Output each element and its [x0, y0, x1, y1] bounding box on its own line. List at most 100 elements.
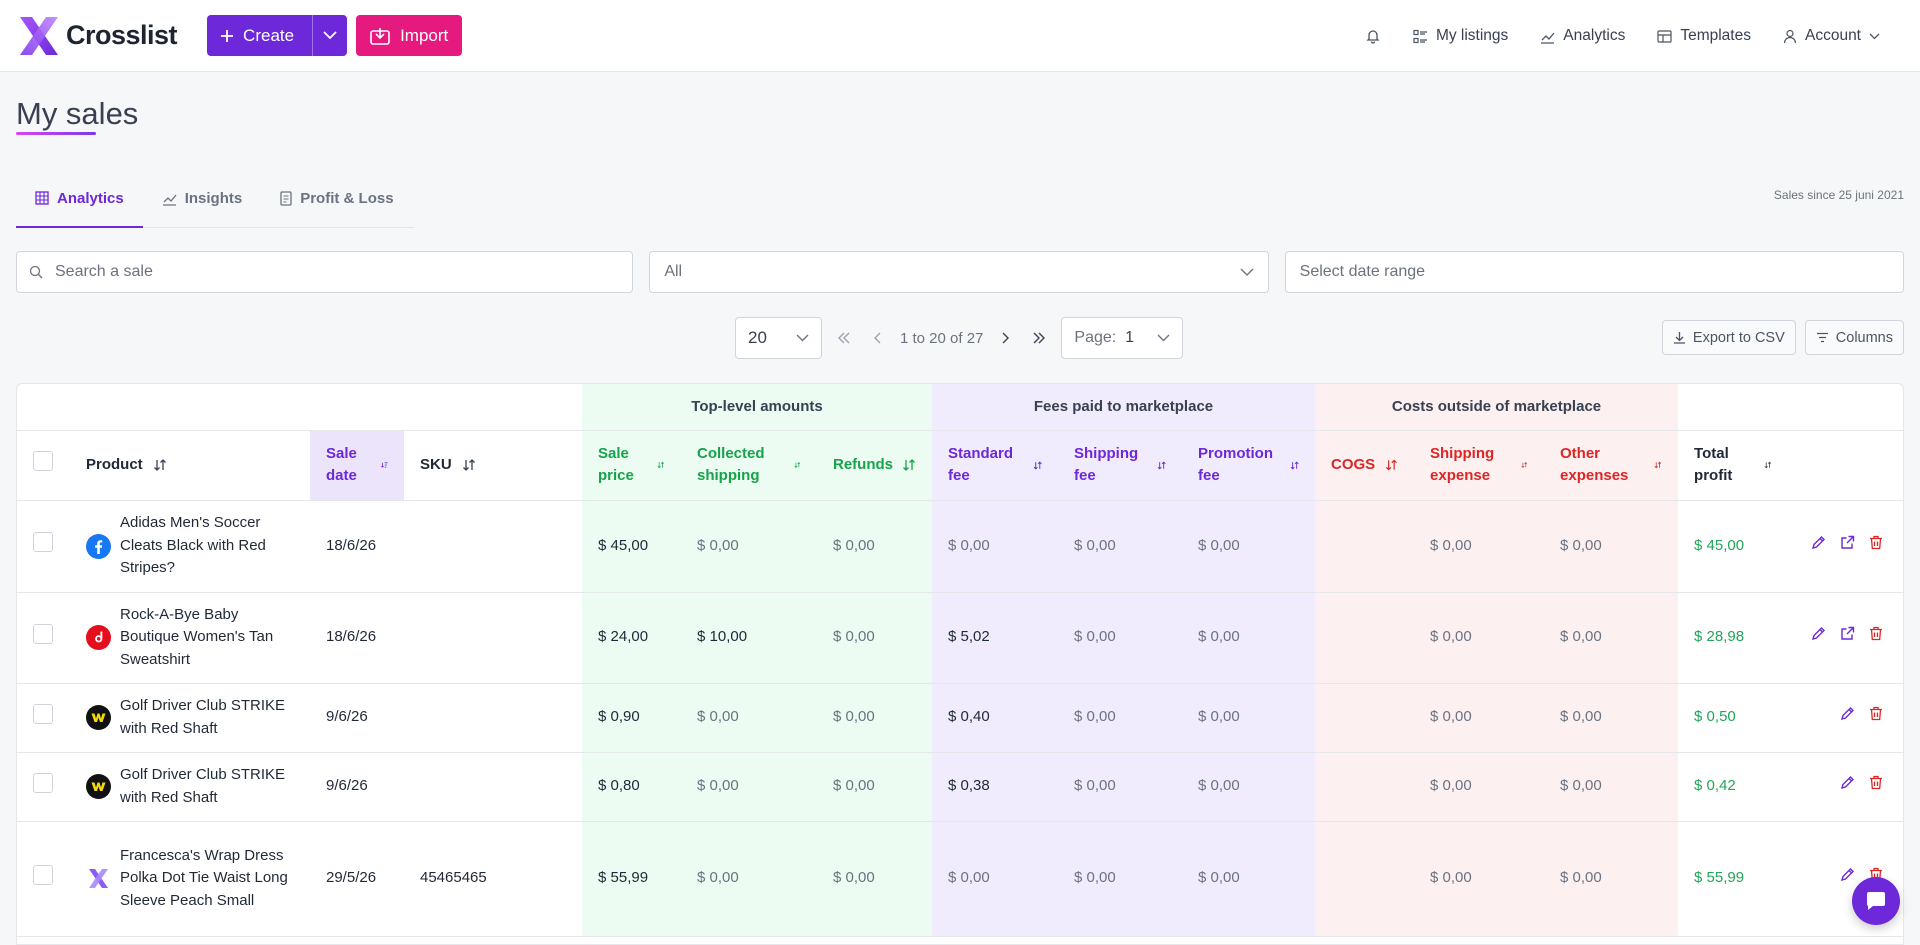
- total-profit-cell: $ 0,42: [1678, 752, 1789, 822]
- first-page-button[interactable]: [832, 326, 856, 350]
- trash-icon[interactable]: [1869, 535, 1883, 550]
- product-cell[interactable]: Rock-A-Bye Baby Boutique Women's Tan Swe…: [70, 592, 310, 684]
- import-button[interactable]: Import: [356, 15, 463, 56]
- col-shipping-expense[interactable]: Shipping expense: [1414, 430, 1545, 501]
- row-checkbox[interactable]: [33, 703, 53, 724]
- col-cogs[interactable]: COGS: [1315, 430, 1415, 501]
- chat-button[interactable]: [1852, 877, 1900, 925]
- nav-account[interactable]: Account: [1783, 27, 1880, 45]
- product-cell[interactable]: Adidas Men's Soccer Cleats Black with Re…: [70, 500, 310, 593]
- group-header-row: Top-level amounts Fees paid to marketpla…: [17, 384, 1903, 431]
- delete-button[interactable]: [1869, 775, 1883, 798]
- prev-page-button[interactable]: [866, 326, 890, 350]
- row-select-cell: [17, 500, 70, 593]
- col-total-profit[interactable]: Total profit: [1678, 430, 1789, 501]
- col-other-expenses[interactable]: Other expenses: [1544, 430, 1679, 501]
- open-listing-button[interactable]: [1840, 626, 1855, 649]
- trash-icon[interactable]: [1869, 626, 1883, 641]
- sale-price-cell: $ 45,00: [582, 500, 681, 593]
- col-product[interactable]: Product: [70, 430, 310, 501]
- last-page-button[interactable]: [1027, 326, 1051, 350]
- next-page-button[interactable]: [993, 326, 1017, 350]
- date-range-input[interactable]: [1299, 263, 1889, 281]
- tab-insights[interactable]: Insights: [143, 170, 262, 227]
- collected-shipping-cell: $ 0,00: [681, 821, 817, 937]
- external-link-icon[interactable]: [1840, 535, 1855, 550]
- table-row[interactable]: Golf Driver Club STRIKE with Red Shaft 9/…: [17, 683, 1903, 753]
- page-size-select[interactable]: 20: [735, 317, 822, 359]
- create-button[interactable]: Create: [207, 15, 314, 56]
- row-checkbox[interactable]: [33, 623, 53, 644]
- col-shipping-fee[interactable]: Shipping fee: [1058, 430, 1183, 501]
- col-sale-price[interactable]: Sale price: [582, 430, 681, 501]
- col-sku[interactable]: SKU: [404, 430, 582, 501]
- edit-button[interactable]: [1840, 775, 1855, 798]
- cogs-cell[interactable]: [1315, 500, 1415, 593]
- sku-cell: [404, 500, 582, 593]
- table-row[interactable]: Adidas Men's Soccer Cleats Black with Re…: [17, 500, 1903, 593]
- edit-button[interactable]: [1840, 867, 1855, 890]
- create-dropdown-button[interactable]: [313, 15, 347, 56]
- page-select[interactable]: Page: 1: [1061, 317, 1184, 359]
- column-header-row: Product Sale date SKU Sale price Collect…: [17, 430, 1903, 501]
- row-checkbox[interactable]: [33, 532, 53, 553]
- edit-icon[interactable]: [1840, 706, 1855, 721]
- tab-profit-loss[interactable]: Profit & Loss: [261, 170, 412, 227]
- columns-button[interactable]: Columns: [1804, 320, 1904, 355]
- sale-date-cell: 18/6/26: [310, 500, 404, 593]
- table-row[interactable]: Golf Driver Club STRIKE with Red Shaft 9/…: [17, 752, 1903, 822]
- col-collected-shipping[interactable]: Collected shipping: [681, 430, 817, 501]
- standard-fee-cell: $ 0,00: [932, 500, 1059, 593]
- col-sale-date[interactable]: Sale date: [310, 430, 404, 501]
- edit-button[interactable]: [1811, 535, 1826, 558]
- chevron-right-icon: [1002, 332, 1010, 344]
- marketplace-select[interactable]: All: [649, 251, 1269, 293]
- trash-icon[interactable]: [1869, 775, 1883, 790]
- edit-button[interactable]: [1840, 706, 1855, 729]
- edit-icon[interactable]: [1811, 626, 1826, 641]
- cogs-cell[interactable]: [1315, 821, 1415, 937]
- col-refunds[interactable]: Refunds: [817, 430, 933, 501]
- edit-icon[interactable]: [1811, 535, 1826, 550]
- col-label: COGS: [1331, 455, 1376, 473]
- search-input[interactable]: [55, 263, 619, 281]
- select-all-checkbox[interactable]: [33, 451, 53, 472]
- download-icon: [1673, 332, 1685, 344]
- collected-shipping-cell: $ 0,00: [681, 752, 817, 822]
- external-link-icon[interactable]: [1840, 626, 1855, 641]
- table-row[interactable]: Rock-A-Bye Baby Boutique Women's Tan Swe…: [17, 592, 1903, 684]
- row-checkbox[interactable]: [33, 772, 53, 793]
- refunds-cell: $ 0,00: [817, 683, 933, 753]
- logo[interactable]: Crosslist: [16, 13, 178, 59]
- table-row[interactable]: Francesca's Wrap Dress Polka Dot Tie Wai…: [17, 821, 1903, 937]
- top-nav: My listings Analytics Templates Account: [1365, 0, 1880, 72]
- col-actions: [1788, 430, 1903, 501]
- edit-button[interactable]: [1811, 626, 1826, 649]
- export-csv-button[interactable]: Export to CSV: [1661, 320, 1796, 355]
- crosslist-logo-icon: [20, 16, 58, 55]
- cogs-cell[interactable]: [1315, 683, 1415, 753]
- product-cell[interactable]: Golf Driver Club STRIKE with Red Shaft: [70, 752, 310, 822]
- trash-icon[interactable]: [1869, 706, 1883, 721]
- tab-label: Insights: [184, 190, 243, 207]
- cogs-cell[interactable]: [1315, 592, 1415, 684]
- delete-button[interactable]: [1869, 706, 1883, 729]
- product-cell[interactable]: Francesca's Wrap Dress Polka Dot Tie Wai…: [70, 821, 310, 937]
- open-listing-button[interactable]: [1840, 535, 1855, 558]
- edit-icon[interactable]: [1840, 775, 1855, 790]
- edit-icon[interactable]: [1840, 867, 1855, 882]
- col-standard-fee[interactable]: Standard fee: [932, 430, 1059, 501]
- delete-button[interactable]: [1869, 626, 1883, 649]
- delete-button[interactable]: [1869, 535, 1883, 558]
- cogs-cell[interactable]: [1315, 752, 1415, 822]
- tab-analytics[interactable]: Analytics: [16, 170, 143, 228]
- product-cell[interactable]: Golf Driver Club STRIKE with Red Shaft: [70, 683, 310, 753]
- nav-analytics[interactable]: Analytics: [1540, 27, 1625, 45]
- nav-templates[interactable]: Templates: [1657, 27, 1751, 45]
- notifications-button[interactable]: [1365, 28, 1381, 44]
- shipping-fee-cell: $ 0,00: [1058, 500, 1183, 593]
- row-checkbox[interactable]: [33, 864, 53, 885]
- other-expenses-cell: $ 0,00: [1544, 683, 1679, 753]
- col-promotion-fee[interactable]: Promotion fee: [1182, 430, 1316, 501]
- nav-my-listings[interactable]: My listings: [1413, 27, 1508, 45]
